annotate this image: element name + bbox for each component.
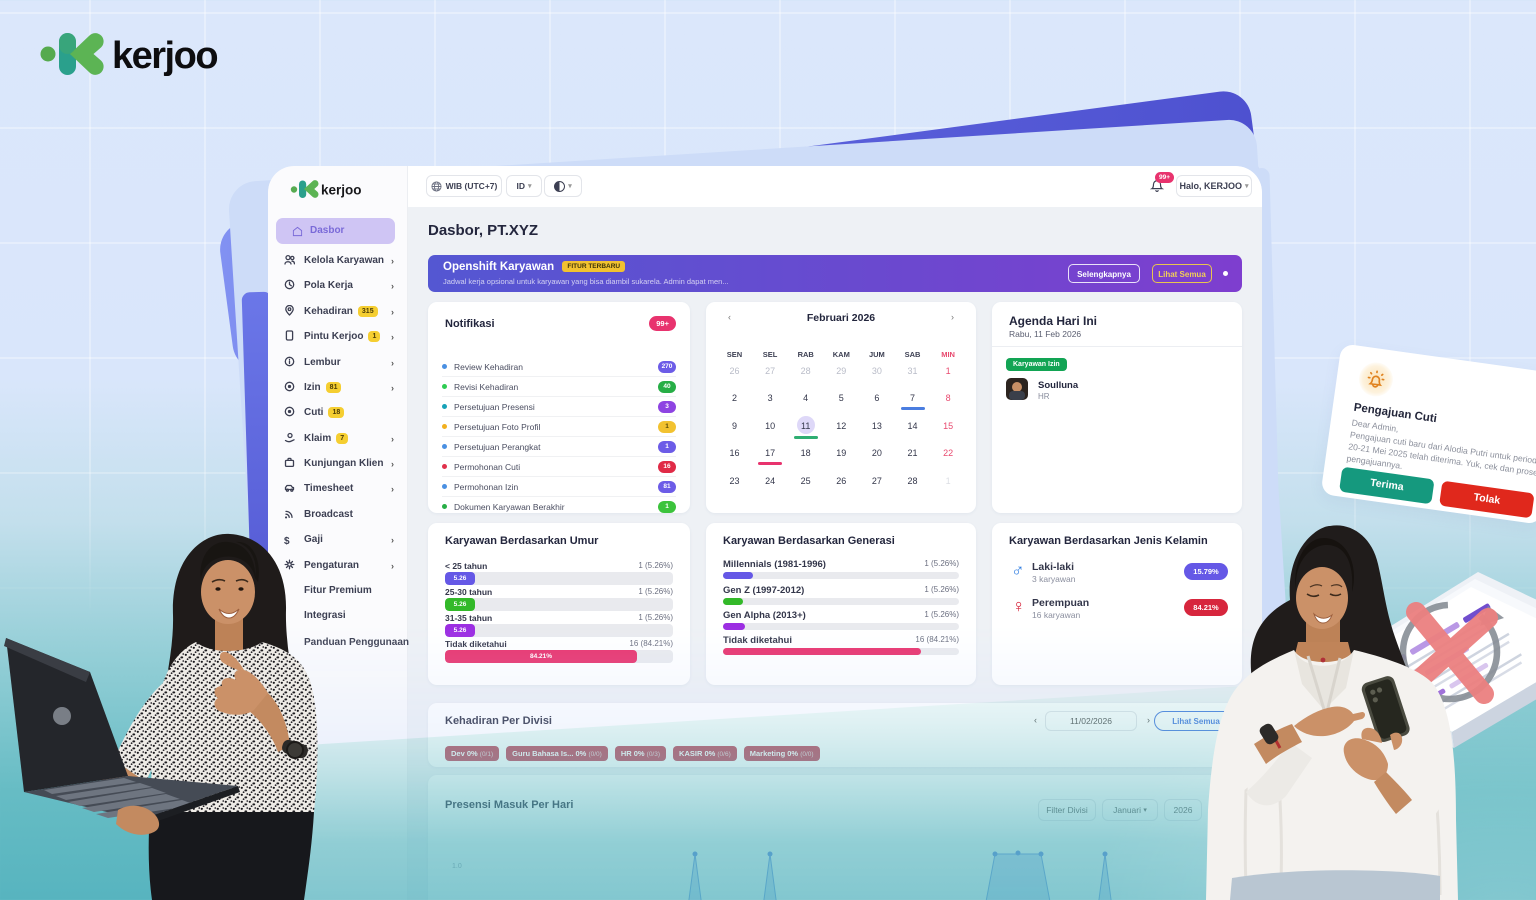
svg-text:kerjoo: kerjoo (321, 183, 362, 198)
svg-text:kerjoo: kerjoo (112, 35, 217, 77)
